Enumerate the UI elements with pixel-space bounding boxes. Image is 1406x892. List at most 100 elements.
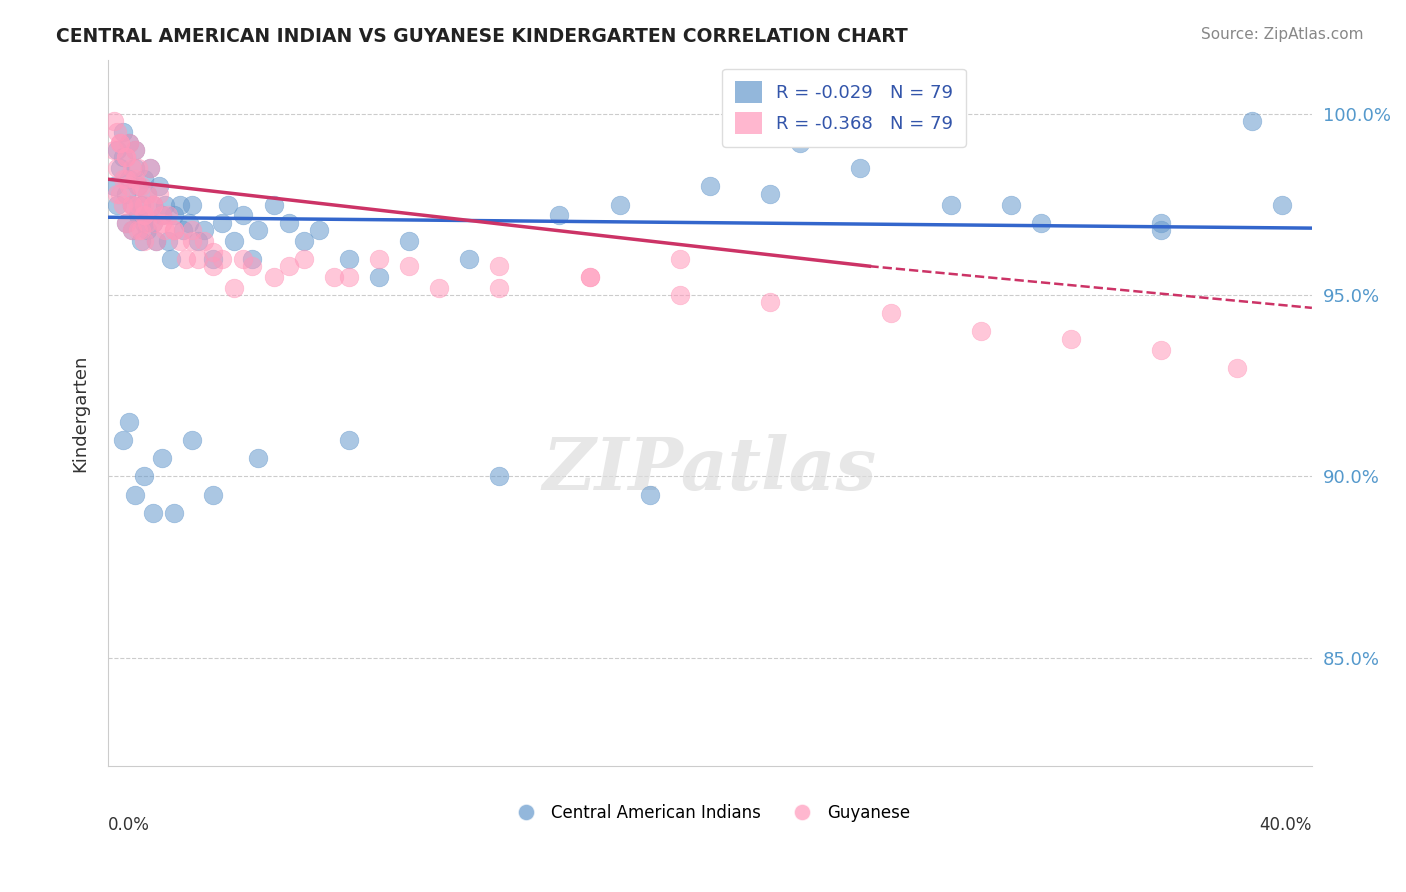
- Point: [669, 288, 692, 302]
- Point: [789, 136, 811, 150]
- Point: [211, 216, 233, 230]
- Point: [124, 143, 146, 157]
- Text: Source: ZipAtlas.com: Source: ZipAtlas.com: [1201, 27, 1364, 42]
- Point: [879, 306, 901, 320]
- Point: [112, 433, 135, 447]
- Point: [142, 197, 165, 211]
- Point: [232, 209, 254, 223]
- Point: [142, 216, 165, 230]
- Point: [105, 186, 128, 201]
- Point: [202, 487, 225, 501]
- Point: [849, 161, 872, 176]
- Point: [139, 161, 162, 176]
- Point: [153, 197, 176, 211]
- Point: [157, 234, 180, 248]
- Point: [132, 216, 155, 230]
- Text: ZIPatlas: ZIPatlas: [543, 434, 877, 505]
- Point: [127, 209, 149, 223]
- Point: [115, 151, 138, 165]
- Point: [367, 252, 389, 266]
- Point: [118, 172, 141, 186]
- Point: [103, 179, 125, 194]
- Point: [127, 161, 149, 176]
- Point: [970, 325, 993, 339]
- Point: [247, 223, 270, 237]
- Point: [1150, 343, 1173, 357]
- Point: [292, 252, 315, 266]
- Point: [337, 270, 360, 285]
- Point: [169, 234, 191, 248]
- Point: [132, 209, 155, 223]
- Point: [638, 487, 661, 501]
- Point: [121, 161, 143, 176]
- Point: [202, 244, 225, 259]
- Point: [121, 197, 143, 211]
- Point: [337, 252, 360, 266]
- Text: 0.0%: 0.0%: [108, 816, 150, 834]
- Point: [136, 186, 159, 201]
- Point: [105, 197, 128, 211]
- Point: [124, 487, 146, 501]
- Point: [193, 234, 215, 248]
- Point: [150, 216, 173, 230]
- Point: [129, 223, 152, 237]
- Point: [398, 234, 420, 248]
- Point: [1150, 216, 1173, 230]
- Point: [187, 234, 209, 248]
- Point: [150, 209, 173, 223]
- Point: [115, 172, 138, 186]
- Point: [163, 223, 186, 237]
- Point: [163, 209, 186, 223]
- Point: [142, 197, 165, 211]
- Point: [179, 216, 201, 230]
- Point: [398, 259, 420, 273]
- Point: [108, 136, 131, 150]
- Point: [172, 223, 194, 237]
- Point: [142, 506, 165, 520]
- Point: [150, 451, 173, 466]
- Point: [157, 209, 180, 223]
- Point: [181, 223, 204, 237]
- Point: [1060, 332, 1083, 346]
- Point: [115, 216, 138, 230]
- Point: [124, 161, 146, 176]
- Point: [127, 179, 149, 194]
- Point: [112, 151, 135, 165]
- Point: [142, 197, 165, 211]
- Point: [129, 179, 152, 194]
- Point: [127, 197, 149, 211]
- Text: 40.0%: 40.0%: [1260, 816, 1312, 834]
- Point: [142, 216, 165, 230]
- Point: [1271, 197, 1294, 211]
- Point: [224, 281, 246, 295]
- Point: [263, 270, 285, 285]
- Point: [277, 216, 299, 230]
- Point: [181, 433, 204, 447]
- Point: [217, 197, 239, 211]
- Point: [124, 143, 146, 157]
- Point: [148, 179, 170, 194]
- Point: [150, 209, 173, 223]
- Point: [118, 179, 141, 194]
- Point: [367, 270, 389, 285]
- Point: [136, 223, 159, 237]
- Point: [127, 179, 149, 194]
- Legend: Central American Indians, Guyanese: Central American Indians, Guyanese: [502, 797, 917, 829]
- Text: CENTRAL AMERICAN INDIAN VS GUYANESE KINDERGARTEN CORRELATION CHART: CENTRAL AMERICAN INDIAN VS GUYANESE KIND…: [56, 27, 908, 45]
- Point: [224, 234, 246, 248]
- Point: [548, 209, 571, 223]
- Point: [759, 295, 782, 310]
- Point: [153, 223, 176, 237]
- Point: [115, 151, 138, 165]
- Point: [145, 234, 167, 248]
- Point: [277, 259, 299, 273]
- Point: [115, 186, 138, 201]
- Point: [488, 469, 510, 483]
- Point: [263, 197, 285, 211]
- Point: [115, 216, 138, 230]
- Point: [124, 172, 146, 186]
- Point: [181, 197, 204, 211]
- Point: [105, 125, 128, 139]
- Point: [458, 252, 481, 266]
- Point: [108, 161, 131, 176]
